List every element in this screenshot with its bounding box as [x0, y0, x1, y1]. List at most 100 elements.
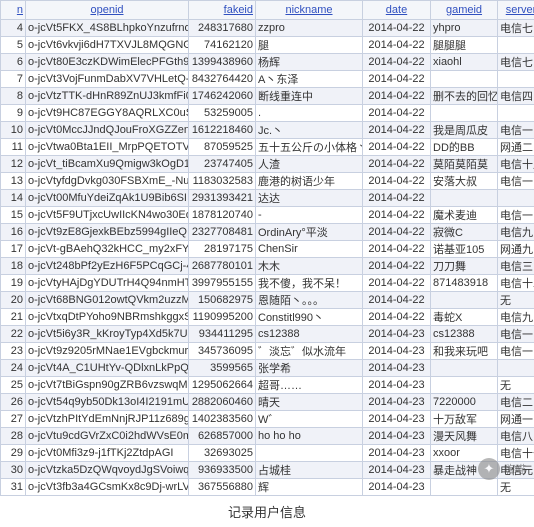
cell-gameid: yhpro: [431, 20, 498, 37]
cell-n: 7: [1, 71, 26, 88]
cell-gameid: 删不去的回忆: [431, 88, 498, 105]
cell-nickname: zzpro: [256, 20, 363, 37]
cell-fakeid: 3997955155: [189, 274, 256, 291]
cell-gameid: 7220000: [431, 393, 498, 410]
cell-n: 4: [1, 20, 26, 37]
cell-server: [498, 359, 534, 376]
cell-date: 2014-04-23: [363, 342, 431, 359]
cell-fakeid: 367556880: [189, 478, 256, 495]
cell-fakeid: 2687780101: [189, 257, 256, 274]
cell-fakeid: 1746242060: [189, 88, 256, 105]
cell-fakeid: 23747405: [189, 155, 256, 172]
cell-date: 2014-04-22: [363, 189, 431, 206]
cell-gameid: [431, 478, 498, 495]
cell-nickname: 达达: [256, 189, 363, 206]
cell-openid: o-jcVtzka5DzQWqvoydJgSVoiwqs: [26, 461, 189, 478]
cell-openid: o-jcVt6vkvji6dH7TXVJL8MQGNGo: [26, 37, 189, 54]
cell-fakeid: 1190995200: [189, 308, 256, 325]
cell-openid: o-jcVt9zE8GjexkBEbz5994gIIeQ: [26, 223, 189, 240]
cell-openid: o-jcVtwa0Bta1EII_MrpPQETOTVM: [26, 138, 189, 155]
cell-nickname: Jc.丶: [256, 121, 363, 138]
watermark-text: 嗨喵: [504, 461, 526, 477]
cell-n: 10: [1, 121, 26, 138]
cell-server: 网通九: [498, 240, 534, 257]
cell-date: 2014-04-22: [363, 172, 431, 189]
cell-server: 网通一: [498, 410, 534, 427]
cell-fakeid: 936933500: [189, 461, 256, 478]
table-row: 6o-jcVt80E3czKDWimElecPFGth9dI1399438960…: [1, 54, 534, 71]
cell-date: 2014-04-23: [363, 427, 431, 444]
col-header-n[interactable]: n: [1, 1, 26, 20]
cell-fakeid: 53259005: [189, 105, 256, 122]
cell-openid: o-jcVtu9cdGVrZxC0i2hdWVsE0m48: [26, 427, 189, 444]
cell-date: 2014-04-23: [363, 393, 431, 410]
cell-n: 14: [1, 189, 26, 206]
cell-openid: o-jcVt3fb3a4GCsmKx8c9Dj-wrLVs: [26, 478, 189, 495]
cell-nickname: Constitl990丶: [256, 308, 363, 325]
table-row: 20o-jcVt68BNG012owtQVkm2uzzMH8150682975恩…: [1, 291, 534, 308]
cell-date: 2014-04-23: [363, 461, 431, 478]
table-row: 4o-jcVt5FKX_4S8BLhpkoYnzufrno248317680zz…: [1, 20, 534, 37]
col-header-gameid[interactable]: gameid: [431, 1, 498, 20]
cell-openid: o-jcVt0MccJJndQJouFroXGZZen8: [26, 121, 189, 138]
cell-date: 2014-04-22: [363, 291, 431, 308]
cell-date: 2014-04-22: [363, 308, 431, 325]
cell-fakeid: 2327708481: [189, 223, 256, 240]
table-row: 28o-jcVtu9cdGVrZxC0i2hdWVsE0m48626857000…: [1, 427, 534, 444]
cell-gameid: cs12388: [431, 325, 498, 342]
cell-server: 电信八: [498, 427, 534, 444]
cell-nickname: 杨辉: [256, 54, 363, 71]
cell-gameid: 诺基亚105: [431, 240, 498, 257]
cell-fakeid: 1183032583: [189, 172, 256, 189]
cell-date: 2014-04-23: [363, 410, 431, 427]
cell-gameid: [431, 71, 498, 88]
cell-n: 5: [1, 37, 26, 54]
cell-nickname: 木木: [256, 257, 363, 274]
cell-date: 2014-04-22: [363, 121, 431, 138]
cell-server: 电信一: [498, 172, 534, 189]
cell-n: 8: [1, 88, 26, 105]
cell-n: 17: [1, 240, 26, 257]
cell-server: 电信七: [498, 54, 534, 71]
cell-fakeid: 32693025: [189, 444, 256, 461]
cell-n: 31: [1, 478, 26, 495]
table-row: 24o-jcVt4A_C1UHtYv-QDlxnLkPpQg3599565张学希…: [1, 359, 534, 376]
table-row: 29o-jcVt0Mfi3z9-j1fTKj2ZtdpAGI3269302520…: [1, 444, 534, 461]
cell-fakeid: 1295062664: [189, 376, 256, 393]
table-row: 12o-jcVt_tiBcamXu9Qmigw3kOgD123747405人渣2…: [1, 155, 534, 172]
col-header-fakeid[interactable]: fakeid: [189, 1, 256, 20]
cell-server: 电信九: [498, 308, 534, 325]
cell-nickname: -: [256, 206, 363, 223]
cell-openid: o-jcVt54q9yb50Dk13oI4I2191mU: [26, 393, 189, 410]
cell-server: 无: [498, 291, 534, 308]
col-header-nickname[interactable]: nickname: [256, 1, 363, 20]
cell-fakeid: 150682975: [189, 291, 256, 308]
cell-gameid: 漫天风舞: [431, 427, 498, 444]
watermark: ✦ 嗨喵: [478, 458, 526, 480]
cell-server: 电信一: [498, 206, 534, 223]
col-header-server[interactable]: server: [498, 1, 534, 20]
cell-date: 2014-04-22: [363, 240, 431, 257]
cell-server: 无: [498, 376, 534, 393]
cell-server: 电信七: [498, 20, 534, 37]
cell-openid: o-jcVtyfdgDvkg030FSBXmE_-NuE: [26, 172, 189, 189]
cell-nickname: 超哥……: [256, 376, 363, 393]
cell-openid: o-jcVt68BNG012owtQVkm2uzzMH8: [26, 291, 189, 308]
cell-n: 15: [1, 206, 26, 223]
cell-gameid: 871483918: [431, 274, 498, 291]
table-row: 22o-jcVt5i6y3R_kKroyTyp4Xd5k7U934411295c…: [1, 325, 534, 342]
table-row: 7o-jcVt3VojFunmDabXV7VHLetQ-Q8432764420A…: [1, 71, 534, 88]
cell-nickname: 断线重连中: [256, 88, 363, 105]
cell-date: 2014-04-22: [363, 206, 431, 223]
col-header-openid[interactable]: openid: [26, 1, 189, 20]
cell-nickname: .: [256, 105, 363, 122]
cell-date: 2014-04-23: [363, 376, 431, 393]
cell-nickname: 我不傻，我不呆！: [256, 274, 363, 291]
cell-gameid: [431, 291, 498, 308]
cell-fakeid: 8432764420: [189, 71, 256, 88]
cell-nickname: W゛: [256, 410, 363, 427]
cell-date: 2014-04-22: [363, 274, 431, 291]
cell-nickname: cs12388: [256, 325, 363, 342]
cell-server: 电信一: [498, 325, 534, 342]
col-header-date[interactable]: date: [363, 1, 431, 20]
